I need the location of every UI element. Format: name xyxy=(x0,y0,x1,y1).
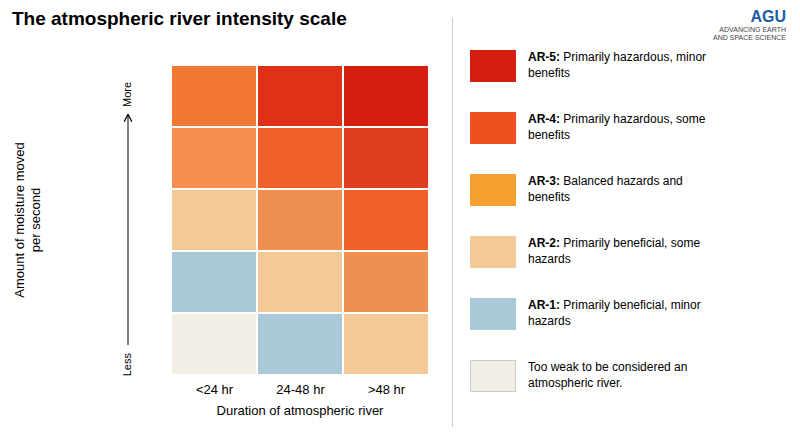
html-text:AR-4: Primarily hazardous, som: AR-4: Primarily hazardous, some benefits xyxy=(528,112,706,142)
html-text:AR-5: Primarily hazardous, min: AR-5: Primarily hazardous, minor benefit… xyxy=(528,50,707,80)
svg-text:<24 hr: <24 hr xyxy=(196,382,234,397)
html-text:Too weak to be considered an a: Too weak to be considered an atmospheric… xyxy=(528,360,688,390)
svg-text:24-48 hr: 24-48 hr xyxy=(276,382,325,397)
svg-text:More: More xyxy=(121,82,133,107)
html-text:AR-1: Primarily beneficial, mi: AR-1: Primarily beneficial, minor hazard… xyxy=(528,298,701,328)
svg-text:>48 hr: >48 hr xyxy=(368,382,406,397)
svg-text:Less: Less xyxy=(121,353,133,377)
svg-text:Amount of moisture movedper se: Amount of moisture movedper second xyxy=(12,142,43,297)
html-text:Duration of atmospheric river: Duration of atmospheric river xyxy=(216,403,384,418)
html-text:The atmospheric river intensit: The atmospheric river intensity scale xyxy=(12,8,347,29)
html-text:ADVANCING EARTH AND SPACE SCIE: ADVANCING EARTH AND SPACE SCIENCE xyxy=(713,26,786,41)
html-text:AR-2: Primarily beneficial, so: AR-2: Primarily beneficial, some hazards xyxy=(528,236,701,266)
html-text:AGU: AGU xyxy=(750,8,786,25)
html-text:AR-3: Balanced hazards and ben: AR-3: Balanced hazards and benefits xyxy=(528,174,683,204)
